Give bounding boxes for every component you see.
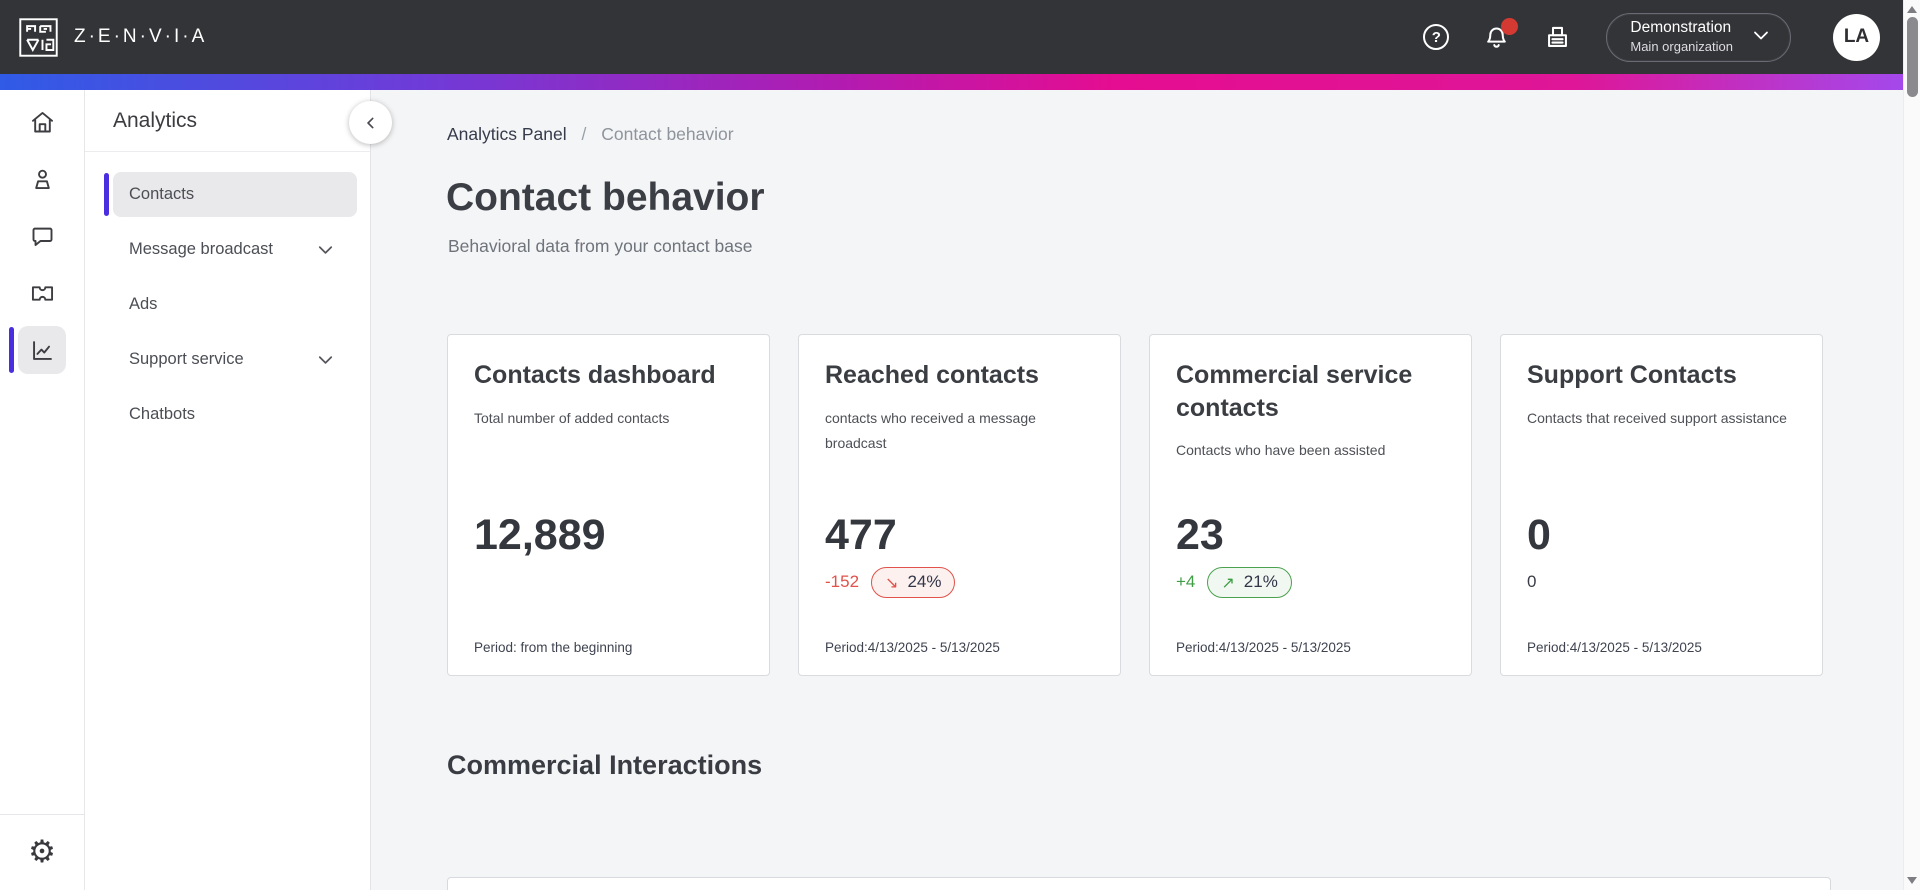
chevron-down-icon [314, 238, 337, 261]
panel-divider [85, 151, 370, 152]
menu-item-message-broadcast[interactable]: Message broadcast [113, 227, 357, 272]
menu-item-label: Chatbots [129, 405, 196, 423]
sidebar-footer: ⚙ [0, 814, 84, 890]
card-title: Reached contacts [825, 361, 1039, 389]
organization-text: Demonstration Main organization [1630, 18, 1733, 55]
sidebar-item-home[interactable] [18, 98, 66, 146]
breadcrumb-separator: / [581, 124, 587, 144]
bell-icon [1487, 26, 1507, 48]
scrollbar-down-arrow[interactable] [1906, 877, 1917, 884]
breadcrumb-link-analytics-panel[interactable]: Analytics Panel [447, 124, 567, 144]
chevron-left-icon [366, 117, 373, 128]
breadcrumb: Analytics Panel / Contact behavior [447, 124, 734, 145]
card-trend-row: 0 [1527, 566, 1536, 598]
analytics-menu: Contacts Message broadcast Ads Support s… [85, 172, 370, 447]
chart-icon [32, 340, 52, 360]
delta-value: -152 [825, 572, 860, 591]
card-title: Support Contacts [1527, 361, 1737, 389]
card-description: Contacts who have been assisted [1176, 442, 1386, 458]
help-button[interactable]: ? [1423, 24, 1450, 50]
commercial-interactions-card [447, 877, 1831, 890]
metric-cards: Contacts dashboard Total number of added… [447, 334, 1823, 676]
organization-switcher[interactable]: Demonstration Main organization [1606, 12, 1791, 62]
card-contacts-dashboard: Contacts dashboard Total number of added… [447, 334, 770, 676]
ticket-icon [31, 285, 53, 301]
print-button[interactable] [1544, 24, 1571, 51]
card-description: Total number of added contacts [474, 409, 670, 426]
trend-percent: 21% [1243, 572, 1278, 591]
card-description: contacts who received a message broadcas… [825, 409, 1036, 452]
notification-badge [1501, 17, 1519, 35]
chevron-down-icon [1749, 23, 1773, 52]
card-period: Period: from the beginning [474, 640, 633, 655]
trend-up-icon: ↗ [1221, 572, 1235, 592]
chat-icon [32, 227, 52, 246]
app-header: Z·E·N·V·I·A ? [0, 0, 1920, 74]
menu-item-label: Contacts [129, 185, 195, 203]
trend-percent: 24% [907, 572, 942, 591]
notifications-button[interactable] [1483, 17, 1519, 51]
brand-gradient-bar [0, 74, 1920, 90]
person-icon [34, 169, 50, 189]
menu-item-ads[interactable]: Ads [113, 282, 357, 327]
menu-item-support-service[interactable]: Support service [113, 337, 357, 382]
menu-item-label: Support service [129, 350, 244, 368]
card-value: 12,889 [474, 511, 606, 559]
page-title: Contact behavior [446, 176, 765, 219]
page-scrollbar[interactable] [1903, 0, 1920, 890]
menu-item-contacts[interactable]: Contacts [104, 172, 357, 217]
sidebar-item-analytics[interactable] [9, 326, 66, 374]
menu-item-label: Ads [129, 295, 158, 313]
menu-item-label: Message broadcast [129, 240, 273, 258]
page-subtitle: Behavioral data from your contact base [448, 236, 753, 256]
avatar[interactable]: LA [1833, 13, 1880, 61]
organization-subtitle: Main organization [1630, 38, 1733, 54]
card-period: Period:4/13/2025 - 5/13/2025 [1527, 640, 1702, 655]
collapse-panel-button[interactable] [349, 101, 392, 144]
sidebar-item-tickets[interactable] [18, 269, 66, 317]
trend-badge: ↘ 24% [871, 566, 956, 598]
card-title: Commercial service contacts [1176, 361, 1413, 422]
card-value: 477 [825, 511, 897, 559]
card-period: Period:4/13/2025 - 5/13/2025 [1176, 640, 1351, 655]
card-trend-row: -152 ↘ 24% [825, 566, 956, 598]
menu-item-chatbots[interactable]: Chatbots [113, 392, 357, 437]
card-trend-row: +4 ↗ 21% [1176, 566, 1292, 598]
home-icon [31, 111, 53, 132]
card-reached-contacts: Reached contacts contacts who received a… [798, 334, 1121, 676]
trend-down-icon: ↘ [885, 572, 899, 592]
gear-icon[interactable]: ⚙ [28, 834, 56, 870]
trend-badge: ↗ 21% [1207, 566, 1292, 598]
card-period: Period:4/13/2025 - 5/13/2025 [825, 640, 1000, 655]
card-value: 0 [1527, 511, 1551, 559]
analytics-submenu: Analytics Contacts Message broadcast Ads… [85, 90, 371, 890]
organization-name: Demonstration [1630, 19, 1732, 37]
zenvia-maze-icon [19, 17, 58, 57]
brand-name: Z·E·N·V·I·A [74, 26, 208, 47]
printer-icon [1548, 26, 1568, 47]
card-title: Contacts dashboard [474, 361, 716, 389]
icon-sidebar: ⚙ [0, 90, 85, 890]
breadcrumb-current: Contact behavior [601, 124, 734, 144]
card-support-contacts: Support Contacts Contacts that received … [1500, 334, 1823, 676]
sidebar-item-conversations[interactable] [18, 212, 66, 260]
chevron-down-icon [314, 348, 337, 371]
delta-value: +4 [1176, 572, 1196, 591]
panel-title: Analytics [113, 109, 198, 132]
sidebar-item-contacts[interactable] [18, 155, 66, 203]
zenvia-logo: Z·E·N·V·I·A [18, 17, 207, 58]
card-value: 23 [1176, 511, 1224, 559]
header-actions: ? Demonstration Main organiza [1423, 12, 1880, 62]
scrollbar-up-arrow[interactable] [1906, 6, 1917, 13]
card-commercial-service-contacts: Commercial service contacts Contacts who… [1149, 334, 1472, 676]
card-description: Contacts that received support assistanc… [1527, 409, 1787, 426]
help-icon: ? [1423, 24, 1450, 50]
delta-value: 0 [1527, 572, 1537, 591]
main-content: Analytics Panel / Contact behavior Conta… [372, 90, 1903, 890]
scrollbar-thumb[interactable] [1906, 17, 1918, 97]
section-title-commercial-interactions: Commercial Interactions [447, 750, 763, 780]
